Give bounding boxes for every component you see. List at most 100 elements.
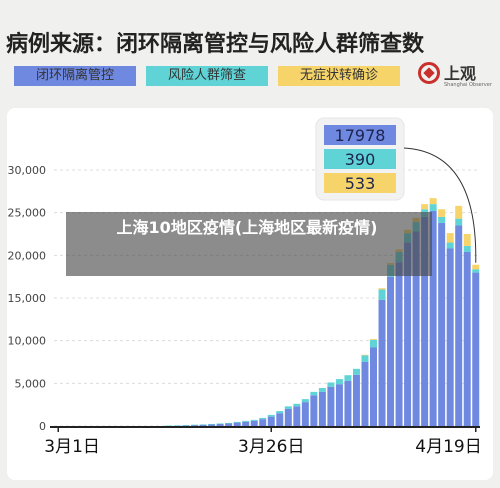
bar-segment [370, 347, 377, 426]
bar-segment [463, 245, 471, 252]
bar-segment [387, 276, 395, 426]
bar-segment [472, 264, 480, 270]
bar-segment [165, 425, 173, 427]
y-axis: 0 5,000 10,000 15,000 20,000 25,000 30,000 [8, 164, 47, 433]
bar-segment [225, 423, 233, 426]
bar-segment [370, 338, 377, 340]
bar-segment [446, 248, 454, 426]
bar-segment [378, 289, 386, 300]
bar-segment [293, 406, 301, 426]
y-tick-label: 15,000 [8, 292, 47, 305]
chart-panel [7, 108, 493, 480]
bar-segment [421, 216, 429, 426]
bar-segment [174, 425, 182, 426]
callout-value: 17978 [335, 126, 386, 145]
bar-segment [301, 399, 309, 403]
bar-segment [242, 421, 250, 426]
bar-segment [378, 288, 386, 290]
bar-segment [327, 382, 335, 387]
x-tick-label: 3月1日 [44, 437, 100, 457]
callout-connector [403, 147, 477, 263]
bar-segment [182, 425, 190, 426]
bar-segment [335, 384, 343, 426]
callout-value-bg [324, 125, 396, 145]
bar-segment [259, 419, 267, 426]
y-tick-label: 30,000 [8, 164, 47, 177]
bar-segment [429, 198, 437, 205]
y-tick-label: 25,000 [8, 207, 47, 220]
x-tick-label: 3月26日 [238, 437, 304, 457]
bar-segment [438, 222, 446, 426]
bar-segment [472, 269, 480, 273]
bar-segment [208, 424, 216, 426]
bar-segment [395, 262, 403, 426]
bar-segment [284, 406, 292, 409]
bar-segment [352, 374, 360, 426]
bar-segment [344, 375, 352, 381]
bar-segment [301, 402, 309, 426]
callout-box: 17978 390 533 [315, 117, 477, 263]
bar-segment [233, 421, 241, 423]
bar-segment [352, 368, 360, 375]
bar-segment [199, 424, 207, 425]
bar-segment [284, 408, 292, 426]
bar-segment [225, 422, 233, 424]
bar-segment [455, 225, 463, 426]
legend-risk-screening: 风险人群筛查 [146, 66, 268, 86]
bar-segment [191, 424, 199, 426]
bar-segment [267, 416, 275, 426]
bar-segment [216, 423, 224, 426]
headline-overlay [66, 212, 432, 276]
logo-icon [418, 62, 440, 84]
callout-value: 390 [345, 150, 376, 169]
bar-segment [310, 395, 318, 426]
headline-text[interactable]: 上海10地区疫情(上海地区最新疫情) [116, 218, 378, 237]
bar-segment [310, 391, 318, 396]
bar-segment [208, 423, 216, 425]
bar-segment [250, 419, 258, 421]
bar-segment [421, 204, 429, 210]
logo-subtitle: Shanghai Observer [444, 82, 492, 88]
bar-segment [335, 379, 343, 385]
bar-segment [233, 422, 241, 426]
bar-segment [378, 299, 386, 426]
y-tick-label: 0 [39, 420, 46, 433]
bar-segment [216, 423, 224, 425]
y-tick-label: 10,000 [8, 335, 47, 348]
bar-segment [463, 234, 471, 246]
bars [165, 198, 480, 427]
shanghai-observer-logo: 上观 Shanghai Observer [418, 60, 496, 96]
callout-value-bg [324, 149, 396, 169]
bar-segment [472, 272, 480, 426]
bar-segment [455, 205, 463, 219]
bar-segment [361, 355, 369, 362]
chart-title: 病例来源：闭环隔离管控与风险人群筛查数 [6, 32, 425, 57]
bar-segment [259, 417, 267, 420]
legend-asymptomatic-to-confirmed: 无症状转确诊 [278, 66, 400, 86]
bar-segment [429, 210, 437, 426]
callout-value-bg [324, 173, 396, 193]
bar-segment [276, 413, 284, 426]
bar-segment [361, 354, 369, 356]
bar-segment [293, 403, 301, 407]
bar-segment [191, 424, 199, 426]
callout-value: 533 [345, 174, 376, 193]
bar-segment [438, 216, 446, 223]
x-axis: 3月1日 3月26日 4月19日 [44, 426, 482, 457]
bar-segment [455, 218, 463, 226]
bar-segment [250, 420, 258, 426]
legend-closed-loop: 闭环隔离管控 [14, 66, 136, 86]
bar-segment [361, 362, 369, 426]
bar-segment [276, 411, 284, 414]
bar-segment [344, 380, 352, 426]
bar-segment [318, 391, 326, 426]
bar-segment [429, 204, 437, 211]
bar-segment [412, 231, 420, 426]
bar-segment [370, 339, 377, 348]
bar-segment [438, 209, 446, 217]
bar-segment [199, 424, 207, 426]
bar-segment [463, 251, 471, 426]
bar-segment [446, 242, 454, 249]
logo-name: 上观 [444, 64, 477, 83]
y-tick-label: 5,000 [15, 377, 47, 390]
